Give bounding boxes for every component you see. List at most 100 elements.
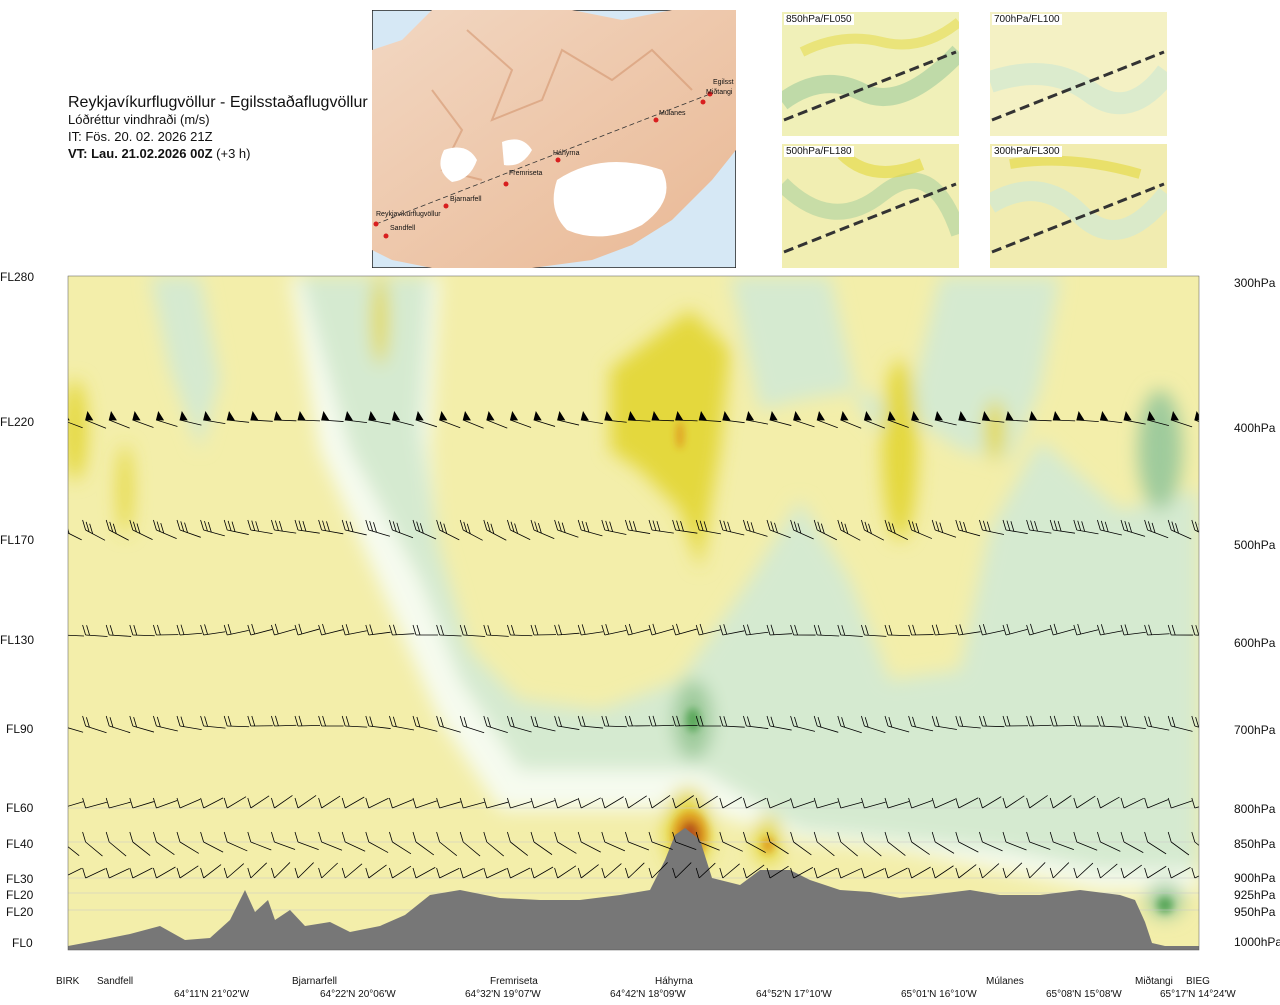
map-station-marker bbox=[555, 157, 561, 163]
wind-barb bbox=[743, 831, 766, 853]
wind-barb bbox=[483, 831, 504, 857]
coordinate-label: 65°01'N 16°10'W bbox=[901, 989, 977, 1000]
wind-barb bbox=[908, 831, 930, 855]
wind-barb bbox=[813, 715, 839, 733]
level-panel-300: 300hPa/FL300 bbox=[984, 144, 1175, 273]
wind-barb bbox=[247, 862, 268, 879]
wind-barb bbox=[931, 624, 958, 636]
wind-barb bbox=[719, 624, 745, 636]
wind-barb bbox=[861, 715, 886, 734]
wind-barb bbox=[861, 624, 887, 637]
wind-barb bbox=[412, 831, 435, 856]
wind-barb bbox=[861, 867, 885, 879]
wind-barb bbox=[462, 410, 484, 429]
wind-barb bbox=[722, 410, 745, 424]
wind-barb bbox=[862, 266, 884, 275]
wind-barb bbox=[129, 867, 153, 879]
wind-barb bbox=[695, 795, 718, 809]
wind-barb bbox=[346, 266, 367, 274]
wind-barb bbox=[129, 624, 155, 637]
wind-barb bbox=[365, 715, 391, 729]
wind-barb bbox=[743, 519, 768, 537]
wind-barb bbox=[297, 410, 320, 422]
wind-barb bbox=[412, 624, 439, 636]
wind-barb bbox=[766, 831, 789, 855]
wind-barb bbox=[271, 715, 297, 727]
wind-barb bbox=[1099, 410, 1123, 424]
wind-barb bbox=[1002, 519, 1028, 534]
map-station-marker bbox=[700, 99, 706, 105]
wind-barb bbox=[1026, 831, 1051, 850]
wind-barb bbox=[1005, 410, 1028, 422]
wind-barb bbox=[837, 624, 863, 637]
wind-barb bbox=[507, 624, 533, 637]
wind-barb bbox=[1144, 865, 1167, 879]
wind-barb bbox=[501, 266, 523, 274]
wind-barb bbox=[129, 797, 154, 809]
wind-barb bbox=[554, 715, 580, 730]
wind-barb bbox=[790, 715, 816, 732]
wind-barb bbox=[1191, 624, 1199, 636]
wind-barb bbox=[813, 831, 835, 857]
coordinate-label: 65°17'N 14°24'W bbox=[1160, 989, 1236, 1000]
wind-barb bbox=[526, 266, 548, 274]
wind-barb bbox=[955, 624, 981, 636]
level-panel-850-map bbox=[776, 12, 966, 136]
wind-barb bbox=[1026, 715, 1052, 727]
wind-barb bbox=[837, 519, 861, 541]
wind-barb bbox=[672, 831, 697, 851]
wind-barb bbox=[1120, 864, 1142, 879]
wind-barb bbox=[601, 831, 626, 852]
hpa-label: 900hPa bbox=[1234, 871, 1276, 885]
wind-barb bbox=[341, 796, 365, 809]
wind-barb bbox=[1144, 519, 1169, 539]
wind-barb bbox=[979, 831, 1003, 852]
wind-barb bbox=[203, 410, 226, 425]
wind-barb bbox=[908, 624, 934, 636]
wind-barb bbox=[793, 410, 815, 428]
wind-barb bbox=[459, 797, 485, 809]
hpa-label: 300hPa bbox=[1234, 276, 1276, 290]
wind-barb bbox=[931, 519, 957, 538]
wind-barb bbox=[318, 862, 338, 879]
wind-barb bbox=[769, 410, 792, 426]
wind-barb bbox=[648, 862, 668, 879]
wind-barb bbox=[695, 831, 720, 851]
fl-label: FL20 bbox=[6, 888, 34, 902]
wind-barb bbox=[507, 867, 531, 879]
wind-barb bbox=[82, 867, 106, 879]
wind-barb bbox=[979, 624, 1004, 636]
fl-label: FL60 bbox=[6, 801, 34, 815]
wind-barb bbox=[88, 266, 110, 275]
wind-barb bbox=[200, 715, 226, 729]
wind-barb bbox=[766, 519, 791, 539]
wind-barb bbox=[1068, 266, 1089, 274]
wind-barb bbox=[318, 831, 343, 851]
wind-barb bbox=[1049, 795, 1072, 809]
wind-barb bbox=[341, 863, 363, 879]
wind-barb bbox=[979, 863, 1000, 879]
wind-barb bbox=[1097, 831, 1121, 852]
wind-barb bbox=[884, 867, 908, 879]
wind-barb bbox=[1097, 519, 1122, 536]
wind-barb bbox=[294, 623, 320, 636]
wind-barb bbox=[223, 831, 248, 852]
wind-barb bbox=[389, 715, 415, 731]
wind-barb bbox=[200, 519, 225, 537]
wind-barb bbox=[1170, 410, 1193, 428]
coordinate-label: 64°11'N 21°02'W bbox=[174, 989, 250, 1000]
wind-barb bbox=[672, 795, 694, 809]
wind-barb bbox=[863, 410, 885, 429]
wind-barb bbox=[507, 831, 528, 856]
wind-barb bbox=[648, 519, 674, 534]
valid-time: VT: Lau. 21.02.2026 00Z (+3 h) bbox=[68, 146, 251, 161]
hpa-label: 850hPa bbox=[1234, 837, 1276, 851]
map-station-label: Sandfell bbox=[390, 225, 416, 232]
level-panel-500-map bbox=[776, 144, 967, 268]
wind-barb bbox=[105, 715, 131, 734]
wind-barb bbox=[507, 519, 531, 540]
wind-barb bbox=[1029, 410, 1052, 422]
hpa-label: 400hPa bbox=[1234, 421, 1276, 435]
wind-barb bbox=[1073, 795, 1096, 809]
wind-barb bbox=[719, 519, 745, 536]
